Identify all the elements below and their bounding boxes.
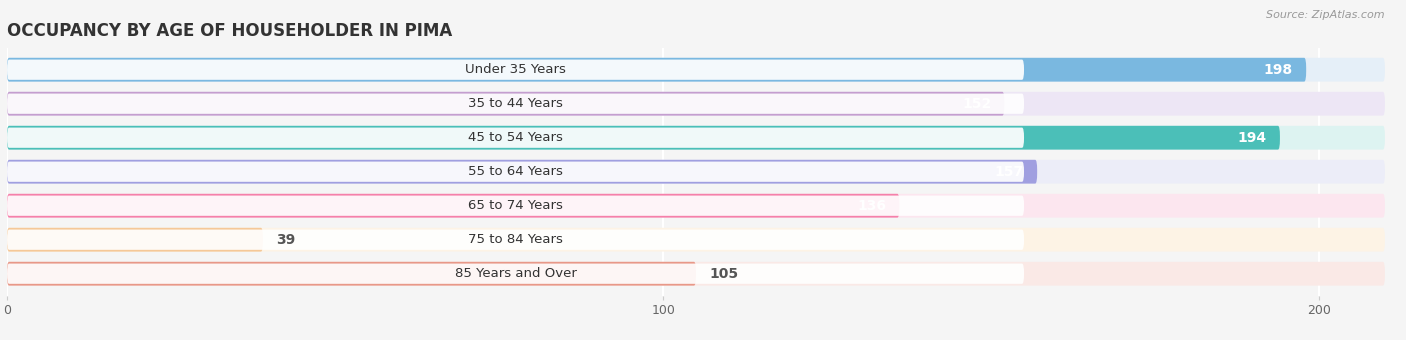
Text: 35 to 44 Years: 35 to 44 Years <box>468 97 562 110</box>
Text: 136: 136 <box>858 199 886 213</box>
FancyBboxPatch shape <box>7 58 1385 82</box>
FancyBboxPatch shape <box>7 126 1279 150</box>
FancyBboxPatch shape <box>7 194 1385 218</box>
FancyBboxPatch shape <box>7 59 1024 80</box>
Text: 194: 194 <box>1237 131 1267 145</box>
FancyBboxPatch shape <box>7 128 1024 148</box>
FancyBboxPatch shape <box>7 262 696 286</box>
Text: 198: 198 <box>1264 63 1294 77</box>
Text: Source: ZipAtlas.com: Source: ZipAtlas.com <box>1267 10 1385 20</box>
FancyBboxPatch shape <box>7 160 1385 184</box>
FancyBboxPatch shape <box>7 162 1024 182</box>
FancyBboxPatch shape <box>7 230 1024 250</box>
FancyBboxPatch shape <box>7 126 1385 150</box>
Text: OCCUPANCY BY AGE OF HOUSEHOLDER IN PIMA: OCCUPANCY BY AGE OF HOUSEHOLDER IN PIMA <box>7 22 453 40</box>
FancyBboxPatch shape <box>7 264 1024 284</box>
FancyBboxPatch shape <box>7 160 1038 184</box>
Text: 39: 39 <box>276 233 295 247</box>
Text: 45 to 54 Years: 45 to 54 Years <box>468 131 562 144</box>
Text: Under 35 Years: Under 35 Years <box>465 63 567 76</box>
Text: 105: 105 <box>709 267 738 281</box>
Text: 157: 157 <box>995 165 1024 179</box>
FancyBboxPatch shape <box>7 228 263 252</box>
Text: 65 to 74 Years: 65 to 74 Years <box>468 199 562 212</box>
FancyBboxPatch shape <box>7 58 1306 82</box>
Text: 85 Years and Over: 85 Years and Over <box>454 267 576 280</box>
Text: 55 to 64 Years: 55 to 64 Years <box>468 165 562 178</box>
FancyBboxPatch shape <box>7 194 900 218</box>
FancyBboxPatch shape <box>7 92 1385 116</box>
Text: 75 to 84 Years: 75 to 84 Years <box>468 233 562 246</box>
FancyBboxPatch shape <box>7 262 1385 286</box>
FancyBboxPatch shape <box>7 195 1024 216</box>
Text: 152: 152 <box>962 97 991 111</box>
FancyBboxPatch shape <box>7 94 1024 114</box>
FancyBboxPatch shape <box>7 92 1004 116</box>
FancyBboxPatch shape <box>7 228 1385 252</box>
